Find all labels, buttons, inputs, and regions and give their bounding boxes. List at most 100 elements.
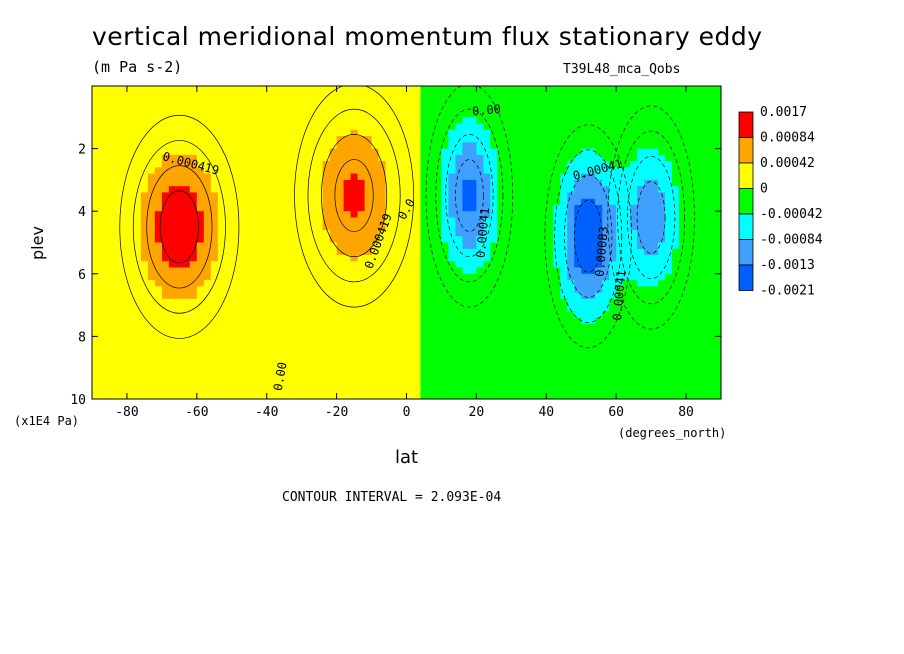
field-cell <box>175 298 184 306</box>
field-cell <box>539 129 547 137</box>
field-cell <box>259 211 268 219</box>
field-cell <box>560 186 568 194</box>
field-cell <box>196 229 205 237</box>
field-cell <box>357 186 366 194</box>
field-cell <box>119 179 128 187</box>
field-cell <box>609 167 617 175</box>
field-cell <box>182 380 191 388</box>
field-cell <box>189 367 198 375</box>
field-cell <box>161 242 170 250</box>
field-cell <box>224 255 233 262</box>
field-cell <box>469 236 477 244</box>
field-cell <box>140 273 149 281</box>
field-cell <box>350 305 359 312</box>
field-cell <box>210 373 219 381</box>
y-tick-label: 4 <box>78 205 86 220</box>
field-cell <box>672 298 680 306</box>
field-cell <box>714 154 721 162</box>
field-cell <box>588 242 596 250</box>
field-cell <box>133 380 142 388</box>
field-cell <box>147 323 156 331</box>
field-cell <box>92 336 100 344</box>
field-cell <box>231 229 240 237</box>
field-cell <box>595 148 603 156</box>
field-cell <box>525 173 533 181</box>
field-cell <box>560 305 568 312</box>
field-cell <box>378 273 387 281</box>
field-cell <box>147 355 156 363</box>
field-cell <box>231 305 240 312</box>
field-cell <box>686 186 694 194</box>
field-cell <box>693 111 701 118</box>
field-cell <box>259 142 268 150</box>
field-cell <box>98 323 107 331</box>
field-cell <box>707 392 715 399</box>
field-cell <box>273 86 282 93</box>
field-cell <box>637 236 645 244</box>
field-cell <box>343 123 352 131</box>
field-cell <box>92 129 100 137</box>
field-cell <box>630 161 638 168</box>
field-cell <box>462 355 470 363</box>
field-cell <box>308 117 317 125</box>
field-cell <box>672 154 680 162</box>
field-cell <box>140 298 149 306</box>
field-cell <box>322 129 331 137</box>
field-cell <box>301 204 310 212</box>
field-cell <box>168 248 177 256</box>
field-cell <box>140 242 149 250</box>
field-cell <box>714 286 721 294</box>
field-cell <box>210 355 219 363</box>
field-cell <box>504 386 512 394</box>
field-cell <box>679 273 687 281</box>
field-cell <box>168 386 177 394</box>
field-cell <box>196 323 205 331</box>
field-cell <box>238 261 247 269</box>
field-cell <box>140 367 149 375</box>
field-cell <box>441 104 450 112</box>
field-cell <box>92 267 100 275</box>
field-cell <box>112 323 121 331</box>
field-cell <box>196 129 205 137</box>
field-cell <box>105 280 114 287</box>
field-cell <box>231 273 240 281</box>
field-cell <box>392 386 401 394</box>
field-cell <box>175 361 184 369</box>
field-cell <box>679 355 687 363</box>
field-cell <box>406 217 415 225</box>
field-cell <box>357 280 366 287</box>
field-cell <box>308 104 317 112</box>
field-cell <box>203 136 212 143</box>
field-cell <box>469 311 477 319</box>
field-cell <box>168 298 177 306</box>
field-cell <box>224 86 233 93</box>
field-cell <box>560 104 568 112</box>
field-cell <box>651 136 659 143</box>
field-cell <box>92 154 100 162</box>
field-cell <box>105 217 114 225</box>
field-cell <box>399 136 408 143</box>
field-cell <box>168 86 177 93</box>
field-cell <box>420 129 429 137</box>
field-cell <box>413 373 422 381</box>
field-cell <box>210 267 219 275</box>
field-cell <box>378 392 387 399</box>
field-cell <box>280 123 289 131</box>
field-cell <box>273 373 282 381</box>
field-cell <box>105 173 114 181</box>
field-cell <box>490 261 498 269</box>
field-cell <box>224 330 233 337</box>
field-cell <box>266 273 275 281</box>
field-cell <box>364 192 373 200</box>
field-cell <box>665 330 673 337</box>
field-cell <box>686 355 694 363</box>
field-cell <box>553 129 561 137</box>
field-cell <box>231 223 240 231</box>
field-cell <box>175 330 184 337</box>
field-cell <box>609 173 617 181</box>
field-cell <box>392 267 401 275</box>
field-cell <box>413 286 422 294</box>
field-cell <box>196 292 205 300</box>
field-cell <box>553 217 561 225</box>
field-cell <box>455 136 464 143</box>
